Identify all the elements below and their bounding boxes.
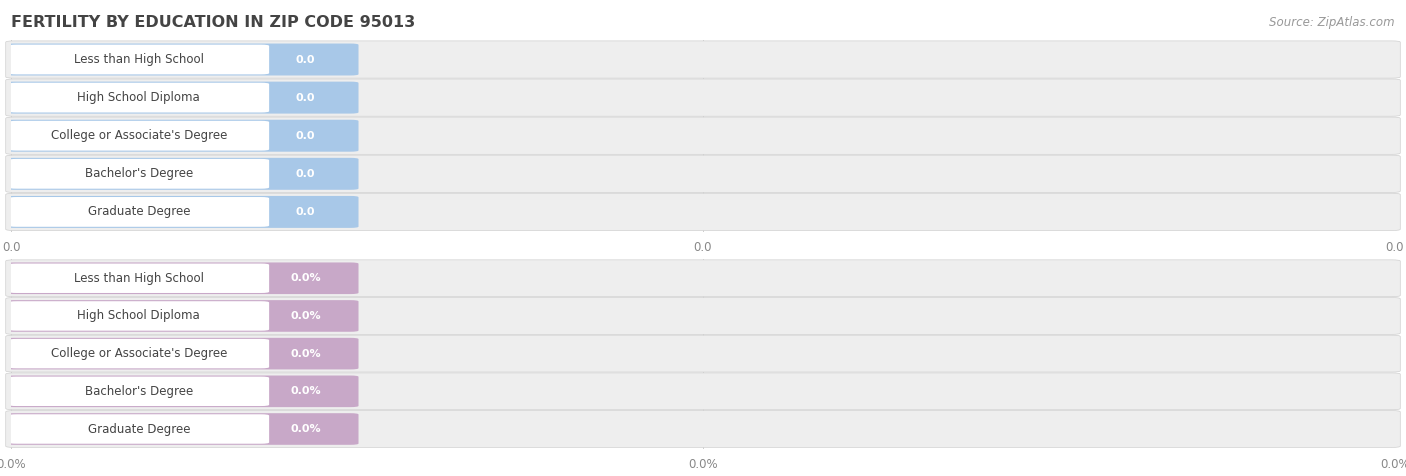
Text: High School Diploma: High School Diploma [77,91,200,104]
FancyBboxPatch shape [6,196,359,228]
Text: 0.0%: 0.0% [290,387,321,397]
Text: Less than High School: Less than High School [73,272,204,285]
FancyBboxPatch shape [6,260,1400,297]
FancyBboxPatch shape [6,373,1400,410]
Text: 0.0: 0.0 [1,241,21,254]
Text: College or Associate's Degree: College or Associate's Degree [51,347,226,360]
Text: Source: ZipAtlas.com: Source: ZipAtlas.com [1270,16,1395,29]
FancyBboxPatch shape [8,339,269,368]
Text: 0.0%: 0.0% [290,424,321,434]
Text: Bachelor's Degree: Bachelor's Degree [84,385,193,398]
Text: 0.0%: 0.0% [290,348,321,358]
FancyBboxPatch shape [6,376,359,407]
FancyBboxPatch shape [6,335,1400,372]
FancyBboxPatch shape [8,159,269,188]
Text: 0.0: 0.0 [295,131,315,141]
FancyBboxPatch shape [6,155,1400,192]
FancyBboxPatch shape [6,193,1400,230]
FancyBboxPatch shape [8,83,269,112]
FancyBboxPatch shape [6,262,359,294]
FancyBboxPatch shape [6,300,359,332]
Text: FERTILITY BY EDUCATION IN ZIP CODE 95013: FERTILITY BY EDUCATION IN ZIP CODE 95013 [11,15,416,30]
FancyBboxPatch shape [8,264,269,293]
FancyBboxPatch shape [6,338,359,369]
Text: 0.0%: 0.0% [290,273,321,283]
Text: Graduate Degree: Graduate Degree [87,206,190,218]
Text: 0.0: 0.0 [1385,241,1405,254]
Text: 0.0%: 0.0% [688,458,718,471]
Text: College or Associate's Degree: College or Associate's Degree [51,129,226,142]
FancyBboxPatch shape [6,43,359,76]
FancyBboxPatch shape [8,377,269,406]
Text: High School Diploma: High School Diploma [77,309,200,322]
Text: 0.0: 0.0 [295,93,315,103]
Text: Bachelor's Degree: Bachelor's Degree [84,167,193,180]
FancyBboxPatch shape [6,298,1400,334]
Text: Graduate Degree: Graduate Degree [87,423,190,436]
FancyBboxPatch shape [8,414,269,444]
FancyBboxPatch shape [6,117,1400,154]
Text: Less than High School: Less than High School [73,53,204,66]
FancyBboxPatch shape [8,301,269,331]
FancyBboxPatch shape [6,411,1400,447]
Text: 0.0%: 0.0% [290,311,321,321]
Text: 0.0%: 0.0% [0,458,27,471]
FancyBboxPatch shape [6,158,359,190]
Text: 0.0%: 0.0% [1379,458,1406,471]
Text: 0.0: 0.0 [693,241,713,254]
FancyBboxPatch shape [8,121,269,150]
FancyBboxPatch shape [6,120,359,152]
FancyBboxPatch shape [6,413,359,445]
Text: 0.0: 0.0 [295,169,315,179]
FancyBboxPatch shape [6,79,1400,116]
FancyBboxPatch shape [6,81,359,114]
FancyBboxPatch shape [6,41,1400,78]
Text: 0.0: 0.0 [295,207,315,217]
FancyBboxPatch shape [8,197,269,227]
FancyBboxPatch shape [8,45,269,74]
Text: 0.0: 0.0 [295,55,315,65]
